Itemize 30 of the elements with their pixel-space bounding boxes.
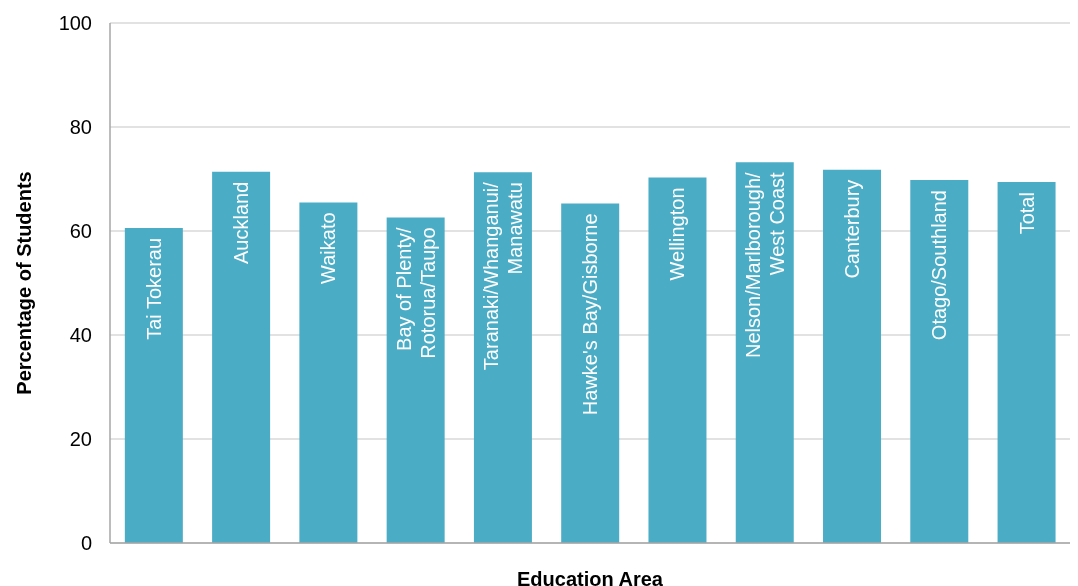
- y-axis-title: Percentage of Students: [13, 171, 36, 395]
- y-tick-label: 40: [69, 324, 92, 347]
- x-tick-label: Hawke's Bay/Gisborne: [579, 213, 602, 416]
- bar: [561, 203, 620, 543]
- bar: [299, 202, 358, 543]
- bar: [997, 182, 1056, 543]
- y-tick-label: 20: [69, 428, 92, 451]
- x-tick-label: Wellington: [666, 187, 689, 281]
- bar: [124, 227, 183, 543]
- x-tick-label: Otago/Southland: [928, 190, 951, 341]
- x-tick-label: Nelson/Marlborough/ West Coast: [741, 171, 788, 359]
- x-tick-label: Taranaki/Whanganui/ Manawatu: [479, 181, 526, 371]
- y-tick-label: 60: [69, 220, 92, 243]
- y-tick-label: 80: [69, 116, 92, 139]
- bar: [473, 172, 532, 543]
- bar: [823, 169, 882, 543]
- x-tick-label: Waikato: [317, 212, 340, 284]
- y-tick-label: 0: [80, 532, 92, 555]
- x-tick-label: Canterbury: [841, 179, 864, 279]
- x-tick-label: Auckland: [230, 181, 253, 264]
- x-tick-label: Total: [1015, 192, 1038, 235]
- bar: [212, 171, 271, 543]
- x-tick-label: Tai Tokerau: [142, 237, 165, 340]
- bar: [910, 180, 969, 543]
- bar: [386, 217, 445, 543]
- bar: [648, 177, 707, 543]
- x-axis-title: Education Area: [517, 568, 664, 586]
- y-tick-label: 100: [58, 12, 92, 35]
- bar: [735, 162, 794, 543]
- x-tick-label: Bay of Plenty/ Rotorua/Taupo: [392, 227, 439, 359]
